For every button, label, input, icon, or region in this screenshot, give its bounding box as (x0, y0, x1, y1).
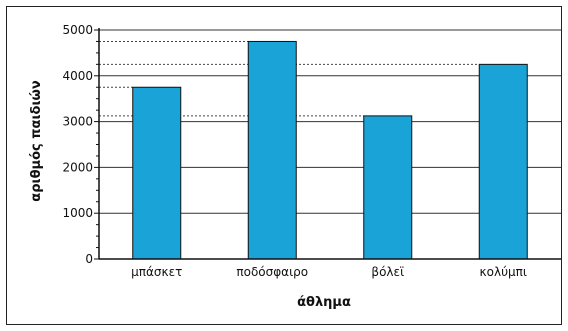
bar (363, 115, 413, 260)
x-tick-label: ποδόσφαιρο (236, 265, 308, 279)
y-axis-label: αριθμός παιδιών (29, 80, 44, 202)
x-tick-label: βόλεϊ (371, 265, 404, 279)
y-tick-label: 0 (85, 252, 93, 266)
bar (132, 86, 182, 260)
y-tick-label: 5000 (62, 23, 93, 37)
x-tick-label: κολύμπι (480, 265, 527, 279)
bars (132, 40, 528, 260)
x-ticks: μπάσκετ ποδόσφαιρο βόλεϊ κολύμπι (131, 265, 527, 279)
bar (247, 40, 297, 260)
x-axis-label: άθλημα (297, 295, 351, 310)
y-tick-label: 3000 (62, 115, 93, 129)
y-ticks: 0 1000 2000 3000 4000 5000 (62, 23, 99, 266)
bar (478, 63, 528, 260)
y-tick-label: 1000 (62, 206, 93, 220)
y-tick-label: 2000 (62, 160, 93, 174)
x-tick-label: μπάσκετ (131, 265, 182, 279)
axes (98, 28, 561, 260)
y-tick-label: 4000 (62, 69, 93, 83)
